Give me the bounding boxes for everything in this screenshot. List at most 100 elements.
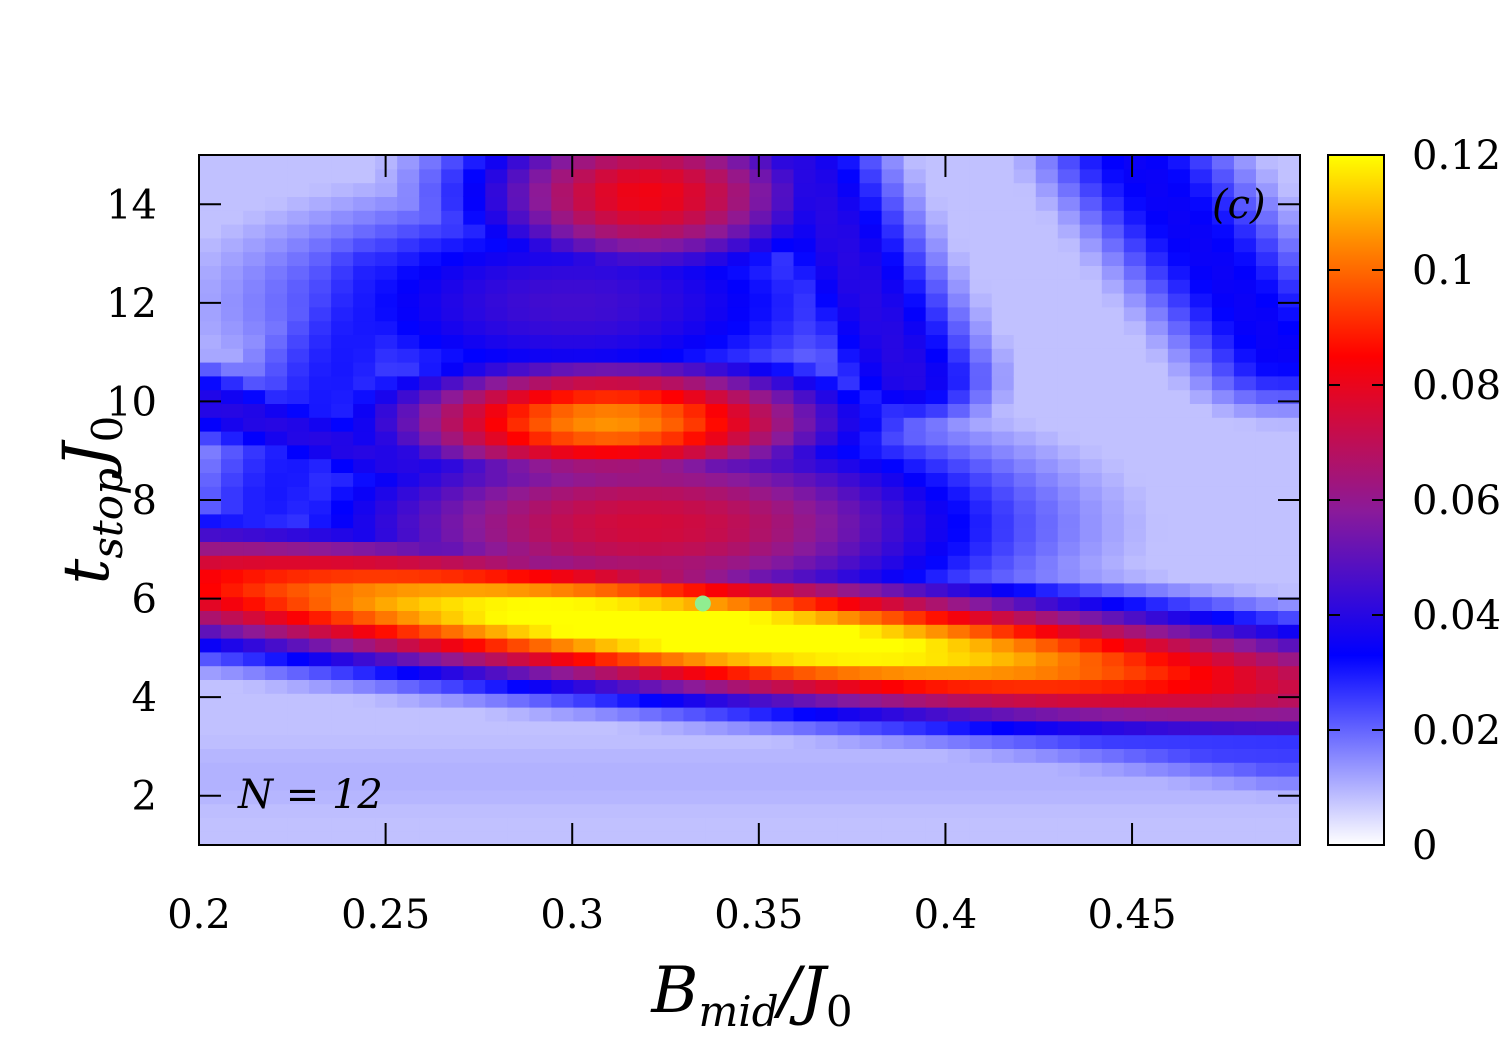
heatmap-cell <box>1013 224 1037 239</box>
heatmap-cell <box>1079 748 1103 763</box>
heatmap-cell <box>1255 334 1279 349</box>
heatmap-cell <box>925 762 949 777</box>
heatmap-cell <box>1255 348 1279 363</box>
heatmap-cell <box>551 486 574 501</box>
heatmap-cell <box>221 472 244 487</box>
heatmap-cell <box>639 403 663 418</box>
heatmap-cell <box>441 251 464 266</box>
heatmap-cell <box>507 417 530 432</box>
x-tick-label: 0.45 <box>1088 892 1177 938</box>
heatmap-cell <box>331 776 354 791</box>
heatmap-cell <box>727 748 751 763</box>
heatmap-cell <box>463 375 486 391</box>
heatmap-cell <box>947 279 971 294</box>
heatmap-cell <box>1277 624 1301 639</box>
heatmap-cell <box>551 831 574 846</box>
heatmap-cell <box>309 196 332 211</box>
heatmap-cell <box>991 210 1015 225</box>
heatmap-cell <box>463 513 486 529</box>
heatmap-cell <box>815 789 839 805</box>
heatmap-cell <box>243 513 266 529</box>
heatmap-cell <box>573 334 596 349</box>
heatmap-cell <box>1123 610 1147 625</box>
heatmap-cell <box>947 789 971 805</box>
heatmap-cell <box>265 265 288 280</box>
heatmap-cell <box>617 293 640 308</box>
heatmap-cell <box>1145 458 1169 473</box>
heatmap-cell <box>639 320 663 335</box>
heatmap-cell <box>837 168 861 184</box>
heatmap-cell <box>1277 679 1301 694</box>
heatmap-cell <box>265 513 288 529</box>
heatmap-cell <box>1013 803 1037 818</box>
heatmap-cell <box>507 237 530 253</box>
heatmap-cell <box>969 279 993 294</box>
heatmap-cell <box>199 789 222 805</box>
heatmap-cell <box>265 182 288 197</box>
heatmap-cell <box>265 375 288 391</box>
heatmap-cell <box>1211 279 1235 294</box>
heatmap-cell <box>397 555 420 570</box>
heatmap-cell <box>441 651 464 667</box>
heatmap-cell <box>221 638 244 653</box>
heatmap-cell <box>1101 500 1125 515</box>
heatmap-cell <box>771 389 795 404</box>
heatmap-cell <box>859 486 883 501</box>
heatmap-cell <box>859 776 883 791</box>
heatmap-cell <box>529 320 552 335</box>
heatmap-cell <box>243 651 266 667</box>
heatmap-cell <box>485 265 508 280</box>
heatmap-cell <box>683 651 707 667</box>
heatmap-cell <box>749 679 773 694</box>
heatmap-cell <box>947 458 971 473</box>
heatmap-cell <box>639 486 663 501</box>
heatmap-cell <box>1013 251 1037 266</box>
heatmap-cell <box>243 707 266 722</box>
heatmap-cell <box>749 265 773 280</box>
heatmap-cell <box>617 610 640 625</box>
heatmap-cell <box>969 237 993 253</box>
heatmap-cell <box>661 582 685 598</box>
heatmap-cell <box>375 610 398 625</box>
heatmap-cell <box>859 210 883 225</box>
heatmap-cell <box>441 582 464 598</box>
heatmap-cell <box>991 486 1015 501</box>
heatmap-cell <box>771 776 795 791</box>
heatmap-cell <box>837 196 861 211</box>
heatmap-cell <box>1145 362 1169 377</box>
heatmap-cell <box>1123 734 1147 749</box>
heatmap-cell <box>397 541 420 556</box>
heatmap-cell <box>881 555 905 570</box>
heatmap-cell <box>221 541 244 556</box>
heatmap-cell <box>485 155 508 170</box>
heatmap-cell <box>859 789 883 805</box>
heatmap-cell <box>1079 610 1103 625</box>
heatmap-cell <box>903 582 927 598</box>
heatmap-cell <box>837 265 861 280</box>
heatmap-cell <box>1145 569 1169 584</box>
heatmap-cell <box>1145 817 1169 832</box>
heatmap-cell <box>793 541 817 556</box>
heatmap-cell <box>1079 679 1103 694</box>
heatmap-cell <box>947 417 971 432</box>
heatmap-cell <box>507 196 530 211</box>
heatmap-cell <box>397 251 420 266</box>
heatmap-cell <box>793 679 817 694</box>
heatmap-cell <box>1233 182 1257 197</box>
heatmap-cell <box>947 638 971 653</box>
heatmap-cell <box>617 155 640 170</box>
heatmap-cell <box>991 375 1015 391</box>
heatmap-cell <box>837 375 861 391</box>
heatmap-cell <box>375 720 398 736</box>
heatmap-cell <box>903 638 927 653</box>
heatmap-cell <box>1277 265 1301 280</box>
heatmap-cell <box>705 665 729 680</box>
heatmap-cell <box>1057 196 1081 211</box>
heatmap-cell <box>925 679 949 694</box>
heatmap-cell <box>661 624 685 639</box>
heatmap-cell <box>309 776 332 791</box>
heatmap-cell <box>1101 527 1125 542</box>
heatmap-cell <box>573 707 596 722</box>
heatmap-cell <box>1123 582 1147 598</box>
heatmap-cell <box>463 265 486 280</box>
